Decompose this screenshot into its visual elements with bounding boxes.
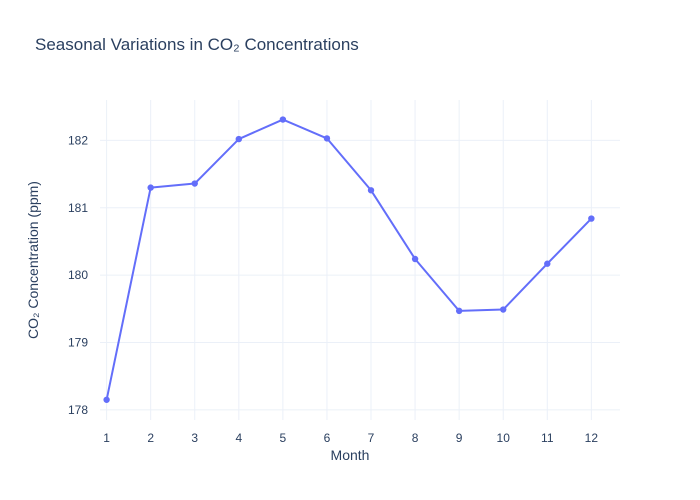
data-point[interactable] [235,135,243,143]
x-tick-label: 2 [147,431,154,445]
x-tick-label: 6 [324,431,331,445]
y-axis-title: CO₂ Concentration (ppm) [25,181,41,339]
y-tick-label: 179 [68,336,88,350]
y-tick-label: 181 [68,201,88,215]
x-tick-label: 4 [235,431,242,445]
plot-series [103,116,595,403]
data-point[interactable] [544,260,551,267]
series-line [105,118,593,400]
x-tick-label: 9 [456,431,463,445]
data-point[interactable] [500,306,507,313]
x-axis-ticks: 1 2 3 4 5 6 7 8 9 10 11 12 [103,431,598,445]
data-point[interactable] [455,307,463,315]
x-tick-label: 7 [368,431,375,445]
y-tick-label: 182 [68,133,88,147]
x-gridlines [106,100,592,420]
x-tick-label: 12 [585,431,599,445]
data-point[interactable] [279,116,287,123]
x-tick-label: 3 [191,431,198,445]
data-point[interactable] [367,187,375,194]
data-point[interactable] [411,255,419,263]
y-tick-label: 180 [68,268,88,282]
x-tick-label: 10 [497,431,511,445]
data-point[interactable] [588,215,595,222]
data-point[interactable] [191,180,198,187]
x-tick-label: 5 [280,431,287,445]
y-tick-label: 178 [68,403,88,417]
data-point[interactable] [323,135,331,142]
y-axis-ticks: 178 179 180 181 182 [68,133,88,416]
y-gridlines [100,139,620,411]
x-tick-label: 8 [412,431,419,445]
x-axis-title: Month [331,447,370,463]
x-tick-label: 11 [541,431,554,445]
chart-title: Seasonal Variations in CO₂ Concentration… [35,35,359,54]
data-point[interactable] [147,184,154,191]
x-tick-label: 1 [103,431,110,445]
data-point[interactable] [103,396,110,403]
